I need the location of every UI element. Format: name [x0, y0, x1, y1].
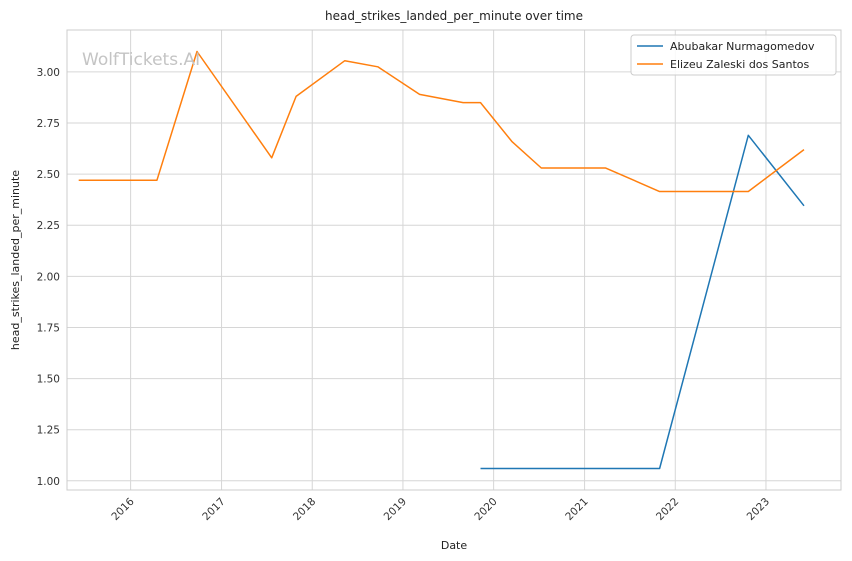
plot-area [67, 30, 841, 490]
x-tick-label: 2020 [472, 496, 499, 523]
legend-box [630, 34, 837, 76]
series-lines [78, 50, 805, 470]
y-tick-label: 1.00 [37, 476, 60, 488]
x-tick-label: 2017 [200, 496, 227, 523]
x-tick-label: 2019 [382, 496, 409, 523]
watermark: WolfTickets.AI [82, 50, 200, 70]
series-line-1 [78, 50, 805, 193]
x-tick-label: 2022 [654, 496, 681, 523]
y-tick-label: 1.50 [37, 374, 60, 386]
legend: Abubakar Nurmagomedov Elizeu Zaleski dos… [630, 34, 837, 76]
legend-label-abubakar: Abubakar Nurmagomedov [670, 40, 815, 53]
x-tick-label: 2018 [291, 496, 318, 523]
plot-frame [66, 29, 842, 491]
y-tick-label: 2.75 [37, 118, 60, 130]
y-tick-label: 2.25 [37, 220, 60, 232]
x-tick-label: 2016 [109, 495, 137, 523]
x-axis-label: Date [441, 539, 468, 552]
legend-label-elizeu: Elizeu Zaleski dos Santos [670, 58, 810, 71]
grid [67, 30, 841, 490]
y-tick-label: 2.50 [37, 169, 60, 181]
chart-title: head_strikes_landed_per_minute over time [325, 9, 583, 23]
y-tick-label: 1.25 [37, 425, 60, 437]
x-tick-label: 2023 [745, 496, 772, 523]
y-axis-label: head_strikes_landed_per_minute [9, 170, 22, 350]
y-tick-label: 3.00 [37, 67, 60, 79]
x-tick-label: 2021 [563, 496, 590, 523]
y-tick-label: 1.75 [37, 322, 60, 334]
y-tick-label: 2.00 [37, 271, 60, 283]
